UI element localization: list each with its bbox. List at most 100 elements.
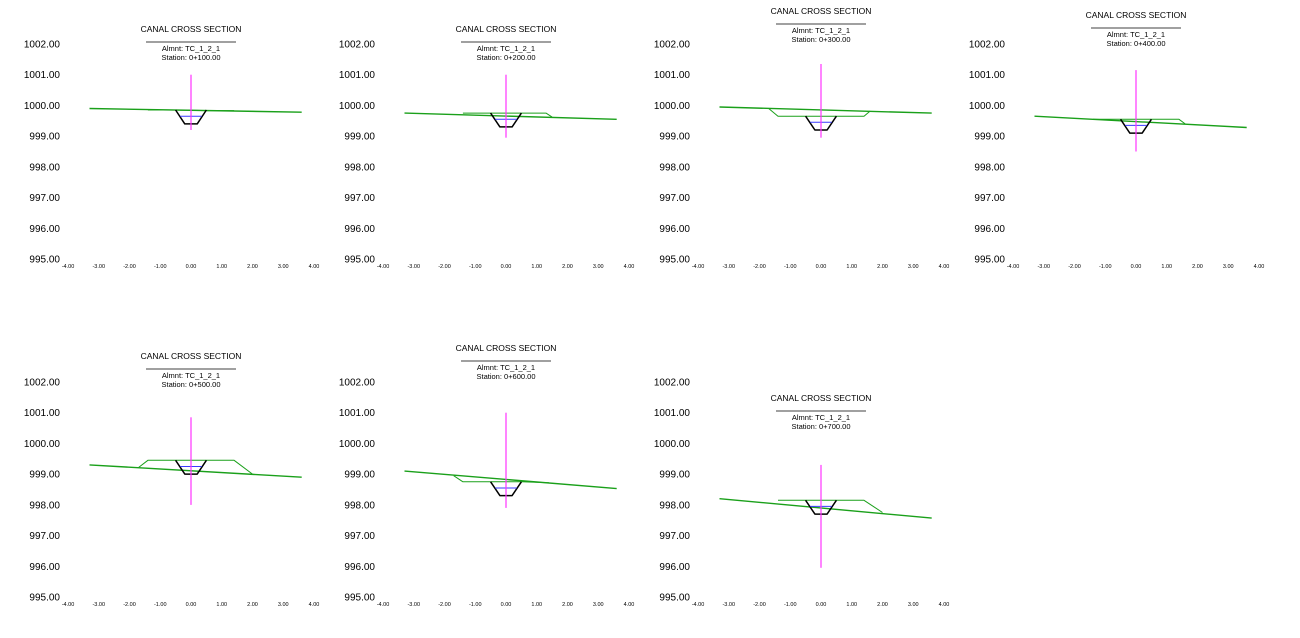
y-tick-label: 1000.00: [969, 101, 1006, 112]
x-tick-label: -1.00: [784, 602, 797, 608]
alignment-label: Almnt: TC_1_2_1: [792, 26, 850, 35]
y-tick-label: 995.00: [659, 255, 690, 266]
station-label: Station: 0+100.00: [161, 53, 220, 62]
y-tick-label: 995.00: [29, 255, 60, 266]
y-tick-label: 997.00: [29, 193, 60, 204]
x-tick-label: -4.00: [62, 264, 75, 270]
y-tick-label: 997.00: [29, 531, 60, 542]
x-tick-label: 0.00: [186, 264, 197, 270]
y-tick-label: 1002.00: [339, 378, 376, 389]
x-tick-label: -2.00: [753, 602, 766, 608]
y-tick-label: 996.00: [344, 224, 375, 235]
chart-title: CANAL CROSS SECTION: [771, 393, 872, 403]
x-tick-label: -1.00: [784, 264, 797, 270]
x-tick-label: 4.00: [939, 264, 950, 270]
x-tick-label: 1.00: [1161, 264, 1172, 270]
y-tick-label: 996.00: [344, 562, 375, 573]
y-tick-label: 999.00: [974, 132, 1005, 143]
chart-title: CANAL CROSS SECTION: [1086, 10, 1187, 20]
chart-title: CANAL CROSS SECTION: [141, 24, 242, 34]
y-tick-label: 1002.00: [24, 40, 61, 51]
x-tick-label: 2.00: [877, 602, 888, 608]
y-tick-label: 998.00: [659, 162, 690, 173]
x-tick-label: -4.00: [377, 264, 390, 270]
natural-ground-line: [404, 470, 617, 490]
y-tick-label: 995.00: [344, 593, 375, 604]
alignment-label: Almnt: TC_1_2_1: [1107, 30, 1165, 39]
y-tick-label: 998.00: [29, 162, 60, 173]
x-tick-label: -2.00: [1068, 264, 1081, 270]
x-tick-label: 0.00: [1131, 264, 1142, 270]
y-tick-label: 1001.00: [969, 70, 1006, 81]
y-tick-label: 995.00: [344, 255, 375, 266]
chart-title: CANAL CROSS SECTION: [456, 24, 557, 34]
x-tick-label: -3.00: [92, 602, 105, 608]
embankment-line: [138, 459, 253, 475]
x-tick-label: 4.00: [1254, 264, 1265, 270]
x-tick-label: 3.00: [908, 264, 919, 270]
x-tick-label: -4.00: [692, 602, 705, 608]
x-tick-label: -2.00: [438, 264, 451, 270]
x-tick-label: -4.00: [62, 602, 75, 608]
y-tick-label: 998.00: [659, 500, 690, 511]
x-tick-label: 2.00: [877, 264, 888, 270]
x-tick-label: -3.00: [722, 602, 735, 608]
x-tick-label: 4.00: [624, 602, 635, 608]
y-tick-label: 997.00: [659, 531, 690, 542]
x-tick-label: -3.00: [92, 264, 105, 270]
x-tick-label: 3.00: [593, 264, 604, 270]
y-tick-label: 1001.00: [339, 70, 376, 81]
x-tick-label: -2.00: [123, 264, 136, 270]
x-tick-label: 1.00: [846, 602, 857, 608]
cross-section-chart-1: CANAL CROSS SECTION Almnt: TC_1_2_1Statio…: [24, 24, 320, 270]
y-tick-label: 996.00: [29, 224, 60, 235]
y-tick-label: 996.00: [29, 562, 60, 573]
natural-ground-line: [404, 112, 617, 120]
station-label: Station: 0+600.00: [476, 372, 535, 381]
x-tick-label: 3.00: [278, 264, 289, 270]
y-tick-label: 997.00: [974, 193, 1005, 204]
chart-title: CANAL CROSS SECTION: [456, 343, 557, 353]
y-tick-label: 998.00: [974, 162, 1005, 173]
alignment-label: Almnt: TC_1_2_1: [792, 413, 850, 422]
cross-section-chart-2: CANAL CROSS SECTION Almnt: TC_1_2_1Statio…: [339, 24, 635, 270]
x-tick-label: 2.00: [247, 602, 258, 608]
y-tick-label: 1001.00: [24, 408, 61, 419]
cross-section-chart-4: CANAL CROSS SECTION Almnt: TC_1_2_1Statio…: [969, 10, 1265, 270]
cross-section-chart-7: CANAL CROSS SECTION Almnt: TC_1_2_1Statio…: [654, 378, 950, 609]
cross-section-chart-6: CANAL CROSS SECTION Almnt: TC_1_2_1Statio…: [339, 343, 635, 608]
alignment-label: Almnt: TC_1_2_1: [162, 371, 220, 380]
y-tick-label: 1001.00: [339, 408, 376, 419]
x-tick-label: -3.00: [407, 264, 420, 270]
x-tick-label: 0.00: [501, 264, 512, 270]
x-tick-label: -2.00: [753, 264, 766, 270]
y-tick-label: 1002.00: [24, 378, 61, 389]
y-tick-label: 995.00: [974, 255, 1005, 266]
chart-title: CANAL CROSS SECTION: [771, 6, 872, 16]
x-tick-label: 4.00: [939, 602, 950, 608]
x-tick-label: 1.00: [846, 264, 857, 270]
cross-section-chart-5: CANAL CROSS SECTION Almnt: TC_1_2_1Statio…: [24, 351, 320, 608]
x-tick-label: 4.00: [624, 264, 635, 270]
y-tick-label: 995.00: [659, 593, 690, 604]
x-tick-label: 2.00: [562, 264, 573, 270]
y-tick-label: 1002.00: [969, 40, 1006, 51]
x-tick-label: -1.00: [154, 602, 167, 608]
y-tick-label: 1001.00: [654, 70, 691, 81]
y-tick-label: 1000.00: [24, 101, 61, 112]
y-tick-label: 1000.00: [654, 439, 691, 450]
y-tick-label: 1000.00: [24, 439, 61, 450]
x-tick-label: 1.00: [531, 264, 542, 270]
x-tick-label: 0.00: [501, 602, 512, 608]
y-tick-label: 999.00: [659, 470, 690, 481]
x-tick-label: 3.00: [908, 602, 919, 608]
x-tick-label: -3.00: [722, 264, 735, 270]
station-label: Station: 0+300.00: [791, 35, 850, 44]
x-tick-label: -3.00: [1037, 264, 1050, 270]
alignment-label: Almnt: TC_1_2_1: [477, 44, 535, 53]
x-tick-label: -1.00: [1099, 264, 1112, 270]
y-tick-label: 999.00: [344, 132, 375, 143]
x-tick-label: -4.00: [1007, 264, 1020, 270]
station-label: Station: 0+200.00: [476, 53, 535, 62]
